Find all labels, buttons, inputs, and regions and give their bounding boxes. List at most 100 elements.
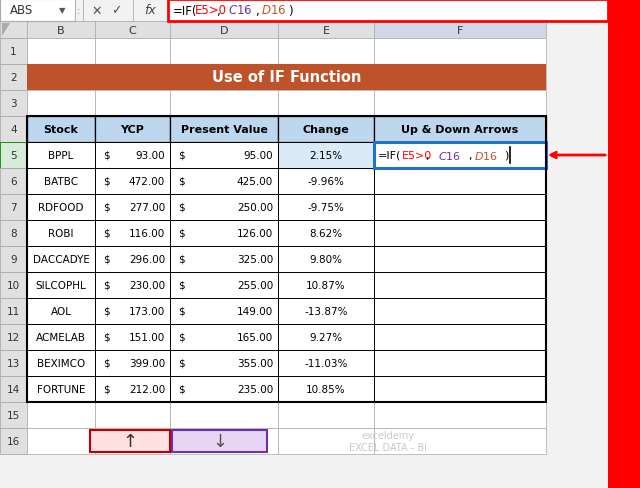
Bar	[0, 350, 27, 376]
Bar	[374, 117, 546, 142]
Bar	[374, 325, 546, 350]
Bar	[278, 298, 374, 325]
Bar	[278, 169, 374, 195]
Text: 3: 3	[10, 99, 17, 109]
Text: ,: ,	[426, 151, 433, 161]
Text: $D$16: $D$16	[474, 150, 498, 162]
Text: Change: Change	[303, 125, 349, 135]
Bar	[90, 430, 170, 452]
Bar	[278, 22, 374, 39]
Bar	[95, 298, 170, 325]
Text: Up & Down Arrows: Up & Down Arrows	[401, 125, 518, 135]
Bar	[170, 22, 278, 39]
Bar	[170, 298, 278, 325]
Bar	[0, 402, 27, 428]
Bar	[374, 350, 546, 376]
Bar	[27, 350, 95, 376]
Bar	[374, 298, 546, 325]
Bar	[170, 39, 278, 65]
Bar	[133, 0, 168, 22]
Bar	[95, 117, 170, 142]
Bar	[170, 350, 278, 376]
Text: F: F	[457, 25, 463, 36]
Text: $: $	[103, 254, 109, 264]
Bar	[95, 402, 170, 428]
Text: fx: fx	[144, 4, 156, 18]
Text: DACCADYE: DACCADYE	[33, 254, 90, 264]
Bar	[95, 376, 170, 402]
Text: E5>0: E5>0	[195, 4, 227, 18]
Bar	[278, 221, 374, 246]
Bar	[170, 272, 278, 298]
Text: $: $	[103, 203, 109, 213]
Bar	[374, 22, 546, 39]
Text: 1: 1	[10, 47, 17, 57]
Bar	[95, 298, 170, 325]
Bar	[170, 142, 278, 169]
Text: $: $	[178, 203, 184, 213]
Bar	[608, 0, 640, 488]
Bar	[374, 298, 546, 325]
Bar	[374, 195, 546, 221]
Bar	[278, 169, 374, 195]
Bar	[278, 65, 374, 91]
Polygon shape	[2, 24, 10, 37]
Bar	[170, 298, 278, 325]
Bar	[278, 350, 374, 376]
Bar	[95, 142, 170, 169]
Bar	[95, 246, 170, 272]
Text: 212.00: 212.00	[129, 384, 165, 394]
Bar	[27, 246, 95, 272]
Text: 255.00: 255.00	[237, 281, 273, 290]
Text: FORTUNE: FORTUNE	[36, 384, 85, 394]
Text: 277.00: 277.00	[129, 203, 165, 213]
Text: C: C	[129, 25, 136, 36]
Text: $: $	[178, 151, 184, 161]
Bar	[27, 169, 95, 195]
Text: E: E	[323, 25, 330, 36]
Text: BPPL: BPPL	[48, 151, 74, 161]
Text: Present Value: Present Value	[180, 125, 268, 135]
Bar	[278, 402, 374, 428]
Bar	[278, 117, 374, 142]
Text: $: $	[103, 177, 109, 186]
Text: $: $	[178, 281, 184, 290]
Text: 95.00: 95.00	[243, 151, 273, 161]
Bar	[374, 117, 546, 142]
Bar	[95, 325, 170, 350]
Text: 2: 2	[10, 73, 17, 83]
Bar	[75, 0, 83, 22]
Bar	[278, 195, 374, 221]
Text: D: D	[220, 25, 228, 36]
Text: ↑: ↑	[122, 432, 138, 450]
Text: $D$16: $D$16	[261, 4, 286, 18]
Bar	[95, 376, 170, 402]
Text: ✕: ✕	[92, 4, 102, 18]
Bar	[278, 272, 374, 298]
Bar	[27, 91, 95, 117]
Bar	[0, 0, 75, 22]
Bar	[27, 376, 95, 402]
Text: 11: 11	[7, 306, 20, 316]
Text: 250.00: 250.00	[237, 203, 273, 213]
Text: 15: 15	[7, 410, 20, 420]
Bar	[95, 22, 170, 39]
Bar	[27, 272, 95, 298]
Bar	[170, 428, 278, 454]
Bar	[278, 428, 374, 454]
Text: 9.27%: 9.27%	[309, 332, 342, 342]
Text: Use of IF Function: Use of IF Function	[212, 70, 361, 85]
Text: $: $	[178, 177, 184, 186]
Bar	[278, 39, 374, 65]
Text: 2.15%: 2.15%	[309, 151, 342, 161]
Bar	[278, 376, 374, 402]
Text: $C$16: $C$16	[438, 150, 461, 162]
Text: ): )	[504, 151, 508, 161]
Bar	[27, 195, 95, 221]
Text: YCP: YCP	[120, 125, 145, 135]
Text: -11.03%: -11.03%	[304, 358, 348, 368]
Bar	[170, 195, 278, 221]
Text: $: $	[103, 151, 109, 161]
Bar	[95, 325, 170, 350]
Text: 9: 9	[10, 254, 17, 264]
